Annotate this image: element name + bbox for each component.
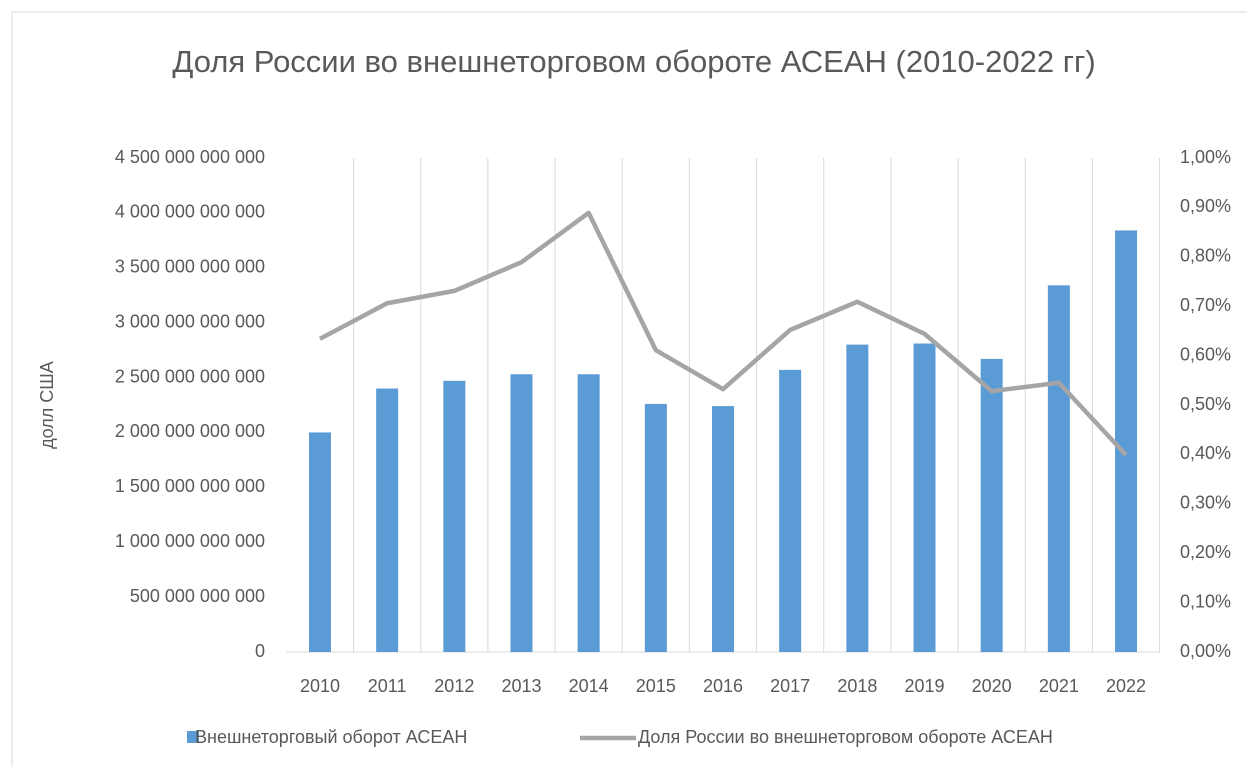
y2-tick-label: 0,10% (1180, 591, 1231, 611)
chart-border (11, 11, 1247, 767)
bar (577, 374, 600, 652)
bar (913, 343, 936, 652)
legend-label: Доля России во внешнеторговом обороте АС… (638, 727, 1053, 747)
y2-tick-label: 0,40% (1180, 443, 1231, 463)
x-tick-label: 2014 (569, 676, 609, 696)
y2-tick-label: 0,90% (1180, 196, 1231, 216)
x-tick-label: 2018 (837, 676, 877, 696)
legend-swatch (187, 731, 199, 743)
bar (644, 403, 667, 652)
y-tick-label: 2 500 000 000 000 (115, 366, 265, 386)
legend-label: Внешнеторговый оборот АСЕАН (195, 727, 467, 747)
bar (376, 388, 399, 652)
y2-tick-label: 0,00% (1180, 641, 1231, 661)
x-tick-label: 2010 (300, 676, 340, 696)
x-tick-label: 2020 (972, 676, 1012, 696)
x-tick-label: 2011 (368, 676, 407, 696)
x-tick-label: 2017 (770, 676, 810, 696)
bar (1115, 230, 1138, 652)
y-tick-label: 1 500 000 000 000 (115, 476, 265, 496)
y2-tick-label: 0,70% (1180, 295, 1231, 315)
x-tick-label: 2021 (1039, 676, 1079, 696)
x-tick-label: 2012 (434, 676, 474, 696)
y-tick-label: 4 500 000 000 000 (115, 147, 265, 167)
bar (510, 374, 533, 652)
y2-tick-label: 0,80% (1180, 246, 1231, 266)
y2-tick-label: 0,30% (1180, 493, 1231, 513)
bar (1047, 285, 1070, 652)
y2-tick-label: 1,00% (1180, 147, 1231, 167)
bar (980, 358, 1003, 652)
chart-title: Доля России во внешнеторговом обороте АС… (172, 44, 1096, 79)
y-tick-label: 500 000 000 000 (130, 586, 265, 606)
y2-tick-label: 0,20% (1180, 542, 1231, 562)
x-tick-label: 2016 (703, 676, 743, 696)
line (318, 210, 1128, 457)
y-tick-label: 1 000 000 000 000 (115, 531, 265, 551)
y-tick-label: 3 000 000 000 000 (115, 311, 265, 331)
y-tick-label: 4 000 000 000 000 (115, 202, 265, 222)
bar (779, 369, 802, 652)
bar (712, 406, 734, 652)
x-tick-label: 2022 (1106, 676, 1146, 696)
y-tick-label: 0 (255, 641, 265, 661)
y-tick-label: 2 000 000 000 000 (115, 421, 265, 441)
x-tick-label: 2019 (904, 676, 944, 696)
y2-tick-label: 0,50% (1180, 394, 1231, 414)
bar (443, 380, 466, 652)
x-tick-label: 2013 (501, 676, 541, 696)
y-axis-label: долл США (37, 361, 57, 449)
x-tick-label: 2015 (636, 676, 676, 696)
bar (308, 432, 331, 652)
y2-tick-label: 0,60% (1180, 344, 1231, 364)
y-tick-label: 3 500 000 000 000 (115, 257, 265, 277)
bar (846, 344, 869, 652)
